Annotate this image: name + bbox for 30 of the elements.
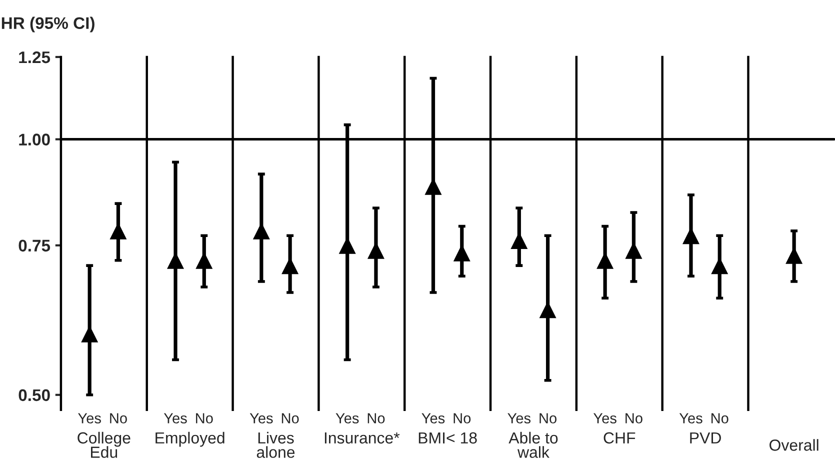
y-tick-label: 0.75 [18,240,50,252]
x-tick-label: No [540,413,556,424]
x-tick-label: No [626,413,642,424]
x-tick-label: Yes [593,413,616,424]
y-tick-label: 0.50 [18,389,50,402]
x-tick-label: Yes [422,413,445,424]
y-tick-label: 1.25 [19,51,50,64]
x-tick-label: Overall [770,439,818,451]
x-axis-title: Employed [156,432,224,447]
x-tick-label: Yes [78,413,101,424]
x-tick-label: Yes [336,413,359,424]
x-axis-title: College Edu [78,432,130,458]
x-axis-title: Insurance* [324,432,400,444]
x-tick-label: Yes [164,413,187,424]
x-tick-label: No [196,413,213,424]
x-axis-title: Lives alone [256,432,295,458]
x-tick-label: Yes [679,413,702,424]
x-axis-title: Able to walk [508,432,558,458]
x-tick-label: No [110,413,127,424]
y-axis-title: HR (95% CI) [2,16,94,32]
x-tick-label: No [282,413,299,424]
x-axis-title: BMI< 18 [418,432,477,444]
x-axis-title: CHF [604,432,636,444]
x-tick-label: Yes [508,413,531,424]
x-axis-title: PVD [690,432,721,444]
x-tick-label: No [454,413,471,424]
y-tick-label: 1.00 [19,134,50,146]
x-tick-label: No [711,413,728,424]
x-tick-label: No [368,413,385,424]
x-tick-label: Yes [250,413,273,424]
